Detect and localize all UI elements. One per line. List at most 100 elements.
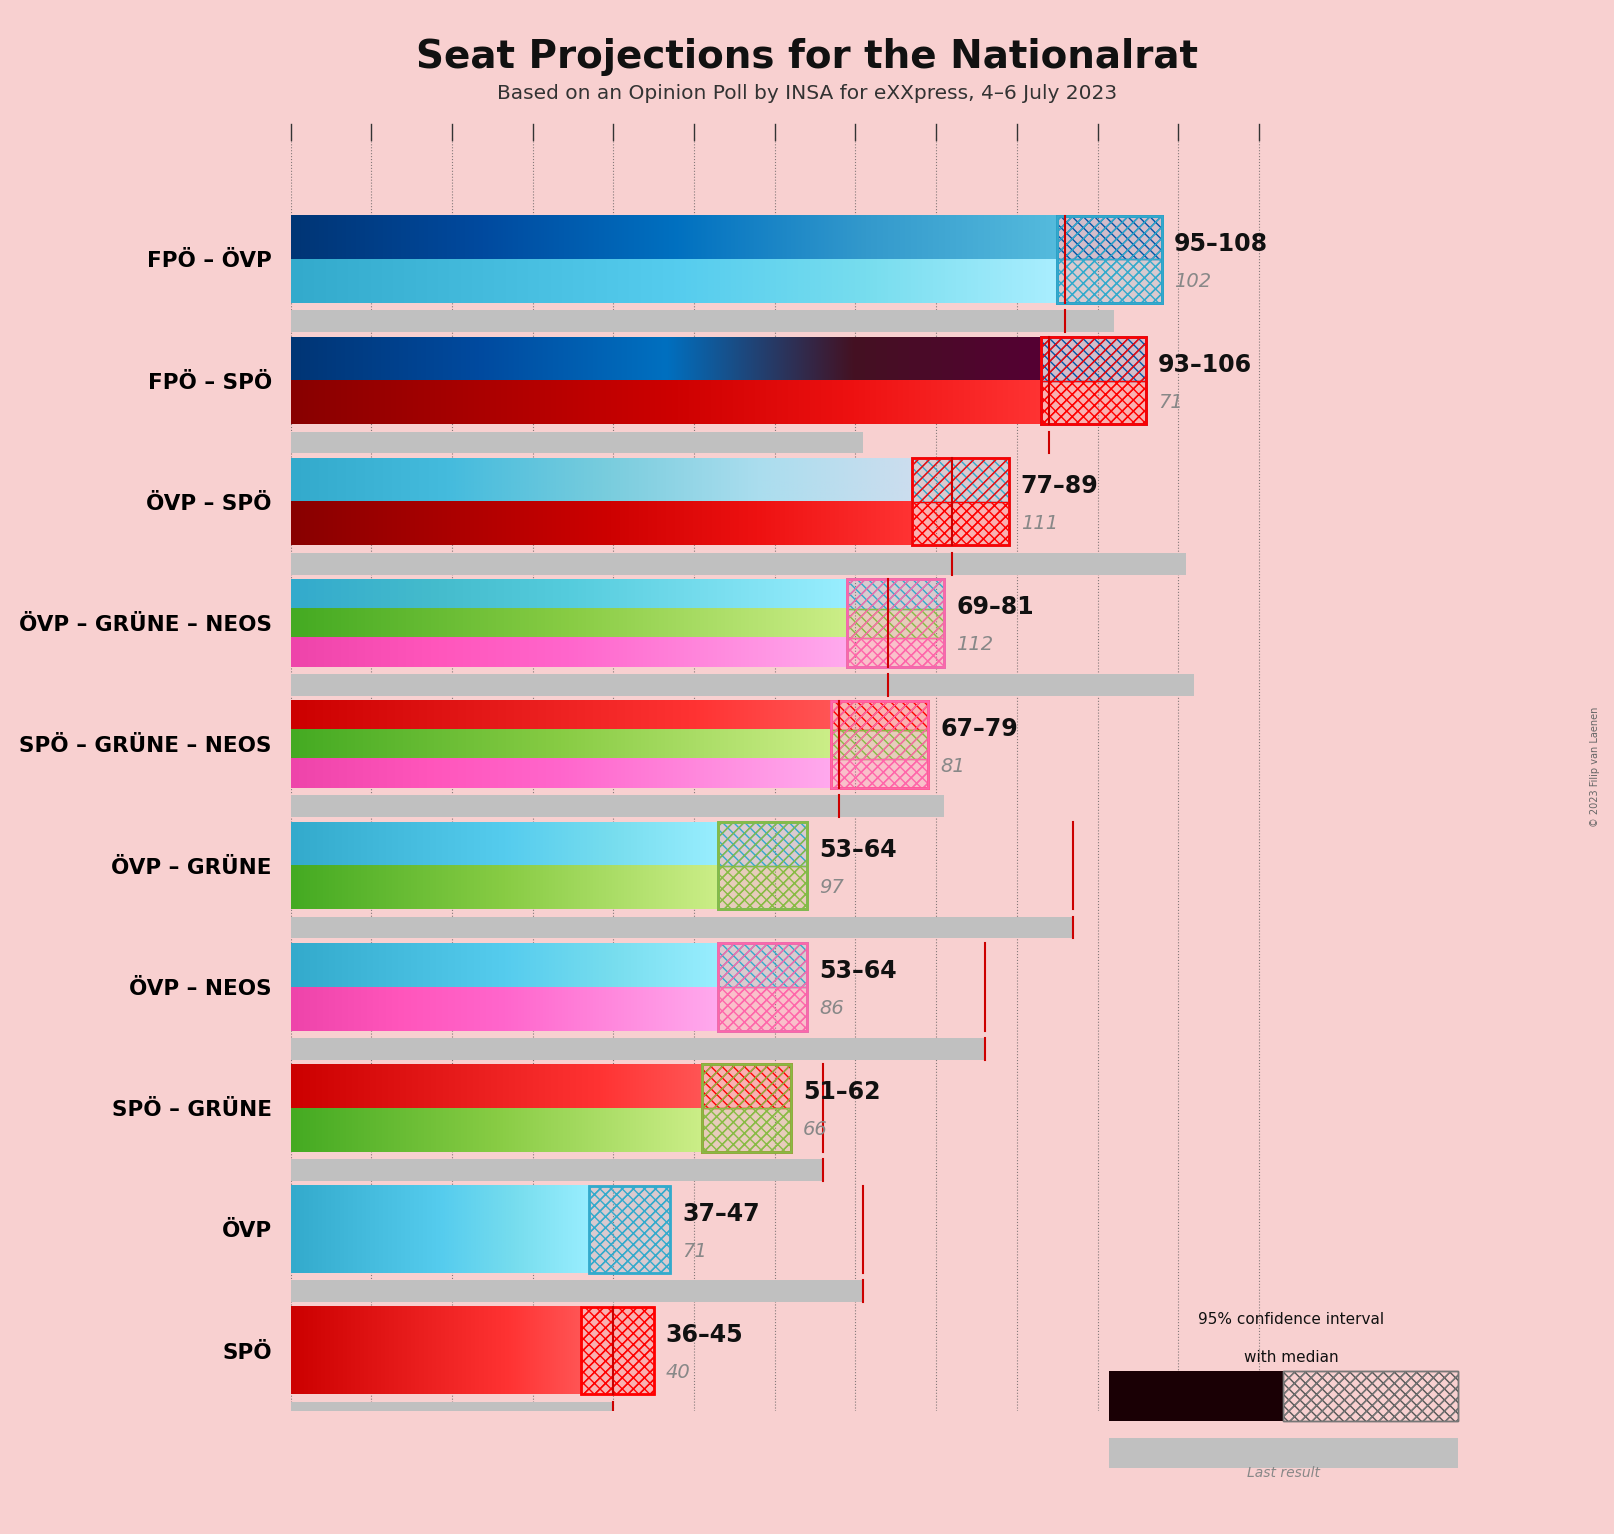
Bar [1041,337,1146,425]
Text: 95% confidence interval: 95% confidence interval [1198,1312,1385,1327]
Text: 95–108: 95–108 [1173,232,1269,256]
Text: 36–45: 36–45 [665,1322,744,1347]
Bar [718,865,807,910]
Text: Based on an Opinion Poll by INSA for eXXpress, 4–6 July 2023: Based on an Opinion Poll by INSA for eXX… [497,84,1117,103]
Bar [847,580,944,609]
Bar [291,431,863,454]
Bar [718,822,807,910]
Bar [718,986,807,1031]
Text: 111: 111 [1022,514,1059,534]
Bar [831,759,928,788]
Bar [1041,380,1146,425]
Text: 71: 71 [1159,393,1183,413]
Bar [718,943,807,1031]
Text: 81: 81 [939,756,965,776]
Bar [702,1108,791,1152]
Bar [291,1039,985,1060]
Bar [589,1186,670,1273]
Bar [702,1065,791,1108]
Text: 67–79: 67–79 [939,716,1018,741]
Bar [831,701,928,730]
Bar [589,1186,670,1273]
Text: 93–106: 93–106 [1159,353,1252,377]
Text: Seat Projections for the Nationalrat: Seat Projections for the Nationalrat [416,38,1198,77]
Bar [1057,216,1162,304]
Bar [831,701,928,788]
Bar [1041,337,1146,380]
Bar [912,459,1009,502]
Bar [847,580,944,667]
Bar [581,1307,654,1394]
Text: 77–89: 77–89 [1022,474,1099,499]
Bar [831,759,928,788]
Bar [1057,216,1162,259]
Text: 97: 97 [820,877,844,897]
Bar [831,730,928,759]
Text: 69–81: 69–81 [955,595,1035,620]
Bar [847,580,944,609]
Bar [912,459,1009,502]
Bar [718,943,807,1031]
Bar [1057,259,1162,304]
Bar [718,943,807,986]
Bar [702,1065,791,1152]
Bar [847,609,944,638]
Text: 51–62: 51–62 [804,1080,881,1104]
Bar [1041,337,1146,425]
Bar [1041,337,1146,425]
Bar [847,638,944,667]
Bar [718,822,807,865]
Bar [589,1186,670,1273]
Bar [912,502,1009,546]
Text: 53–64: 53–64 [820,838,897,862]
Text: 112: 112 [955,635,994,655]
Text: 66: 66 [804,1120,828,1140]
Bar [718,865,807,910]
Bar [847,609,944,638]
Bar [1109,1371,1283,1420]
Text: Last result: Last result [1248,1467,1320,1480]
Bar [912,459,1009,546]
Bar [831,701,928,788]
Bar [718,822,807,910]
Bar [847,580,944,667]
Bar [831,701,928,788]
Bar [581,1307,654,1394]
Bar [291,1402,613,1424]
Bar [581,1307,654,1394]
Text: 40: 40 [665,1364,691,1382]
Bar [291,795,944,818]
Bar [1109,1439,1457,1468]
Bar [702,1065,791,1152]
Bar [1283,1371,1457,1420]
Text: © 2023 Filip van Laenen: © 2023 Filip van Laenen [1590,707,1599,827]
Bar [291,310,1114,331]
Text: 71: 71 [681,1241,707,1261]
Bar [1041,380,1146,425]
Bar [831,730,928,759]
Bar [847,638,944,667]
Bar [702,1108,791,1152]
Text: with median: with median [1244,1350,1338,1365]
Bar [912,459,1009,546]
Bar [702,1065,791,1108]
Text: 53–64: 53–64 [820,959,897,983]
Bar [718,943,807,986]
Bar [718,943,807,1031]
Bar [1041,337,1146,380]
Bar [1283,1371,1457,1420]
Text: 86: 86 [820,999,844,1019]
Bar [291,916,1073,939]
Bar [718,986,807,1031]
Text: 102: 102 [1173,272,1212,290]
Bar [847,580,944,667]
Bar [589,1186,670,1273]
Bar [718,822,807,910]
Bar [702,1065,791,1152]
Bar [1057,216,1162,304]
Bar [1057,216,1162,304]
Bar [291,1160,823,1181]
Bar [912,502,1009,546]
Bar [831,701,928,730]
Bar [291,552,1186,575]
